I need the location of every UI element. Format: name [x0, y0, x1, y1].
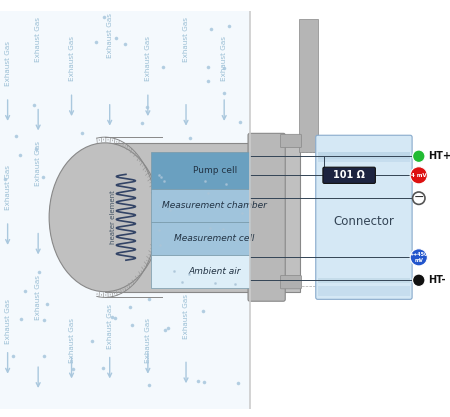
- Bar: [318, 152, 410, 159]
- FancyBboxPatch shape: [323, 167, 375, 183]
- Text: Exhaust Gas: Exhaust Gas: [68, 36, 75, 81]
- Text: Pump cell: Pump cell: [193, 166, 237, 175]
- Circle shape: [410, 167, 428, 184]
- Text: Exhaust Gas: Exhaust Gas: [4, 165, 11, 210]
- Text: −: −: [414, 191, 424, 204]
- Bar: [318, 152, 410, 162]
- Text: ++450
mV: ++450 mV: [410, 252, 428, 263]
- Bar: [299, 19, 318, 152]
- FancyBboxPatch shape: [280, 276, 302, 289]
- FancyBboxPatch shape: [280, 134, 302, 148]
- Text: Exhaust Gas: Exhaust Gas: [35, 18, 41, 63]
- Text: Connector: Connector: [333, 215, 394, 228]
- Circle shape: [410, 249, 428, 266]
- Text: Exhaust Gas: Exhaust Gas: [221, 170, 227, 215]
- Bar: [151, 152, 250, 188]
- Bar: [151, 222, 250, 256]
- Text: Exhaust Gas: Exhaust Gas: [183, 146, 189, 191]
- Text: heater element: heater element: [109, 190, 116, 244]
- Text: Exhaust Gas: Exhaust Gas: [4, 41, 11, 86]
- FancyBboxPatch shape: [316, 135, 412, 299]
- Text: Ambient air: Ambient air: [189, 267, 241, 276]
- Text: HT-: HT-: [428, 275, 446, 285]
- Text: Exhaust Gas: Exhaust Gas: [35, 275, 41, 320]
- Text: Exhaust Gas: Exhaust Gas: [4, 299, 11, 344]
- Text: Exhaust Gas: Exhaust Gas: [107, 151, 112, 196]
- Text: Exhaust Gas: Exhaust Gas: [145, 36, 151, 81]
- Text: Measurement chamber: Measurement chamber: [162, 201, 267, 210]
- Text: Exhaust Gas: Exhaust Gas: [107, 13, 112, 58]
- Circle shape: [413, 150, 425, 163]
- Text: Exhaust Gas: Exhaust Gas: [68, 318, 75, 363]
- Text: 4 mV: 4 mV: [411, 173, 427, 178]
- Text: Exhaust Gas: Exhaust Gas: [183, 18, 189, 63]
- Bar: [105, 143, 301, 291]
- Ellipse shape: [49, 143, 161, 291]
- Text: 101 Ω: 101 Ω: [333, 170, 365, 180]
- Text: Exhaust Gas: Exhaust Gas: [145, 318, 151, 363]
- Text: HT+: HT+: [428, 151, 450, 161]
- Bar: [151, 188, 250, 222]
- Text: Measurement cell: Measurement cell: [175, 234, 255, 243]
- Text: Exhaust Gas: Exhaust Gas: [107, 304, 112, 349]
- Text: Exhaust Gas: Exhaust Gas: [183, 294, 189, 339]
- FancyBboxPatch shape: [248, 133, 285, 301]
- Circle shape: [413, 274, 425, 286]
- Bar: [151, 256, 250, 288]
- Text: Exhaust Gas: Exhaust Gas: [68, 170, 75, 215]
- Text: Exhaust Gas: Exhaust Gas: [145, 165, 151, 210]
- Bar: [318, 286, 410, 296]
- Text: Exhaust Gas: Exhaust Gas: [35, 141, 41, 186]
- Circle shape: [413, 192, 425, 204]
- Text: Exhaust Gas: Exhaust Gas: [221, 36, 227, 81]
- Bar: [318, 278, 410, 283]
- Bar: [0, 11, 250, 409]
